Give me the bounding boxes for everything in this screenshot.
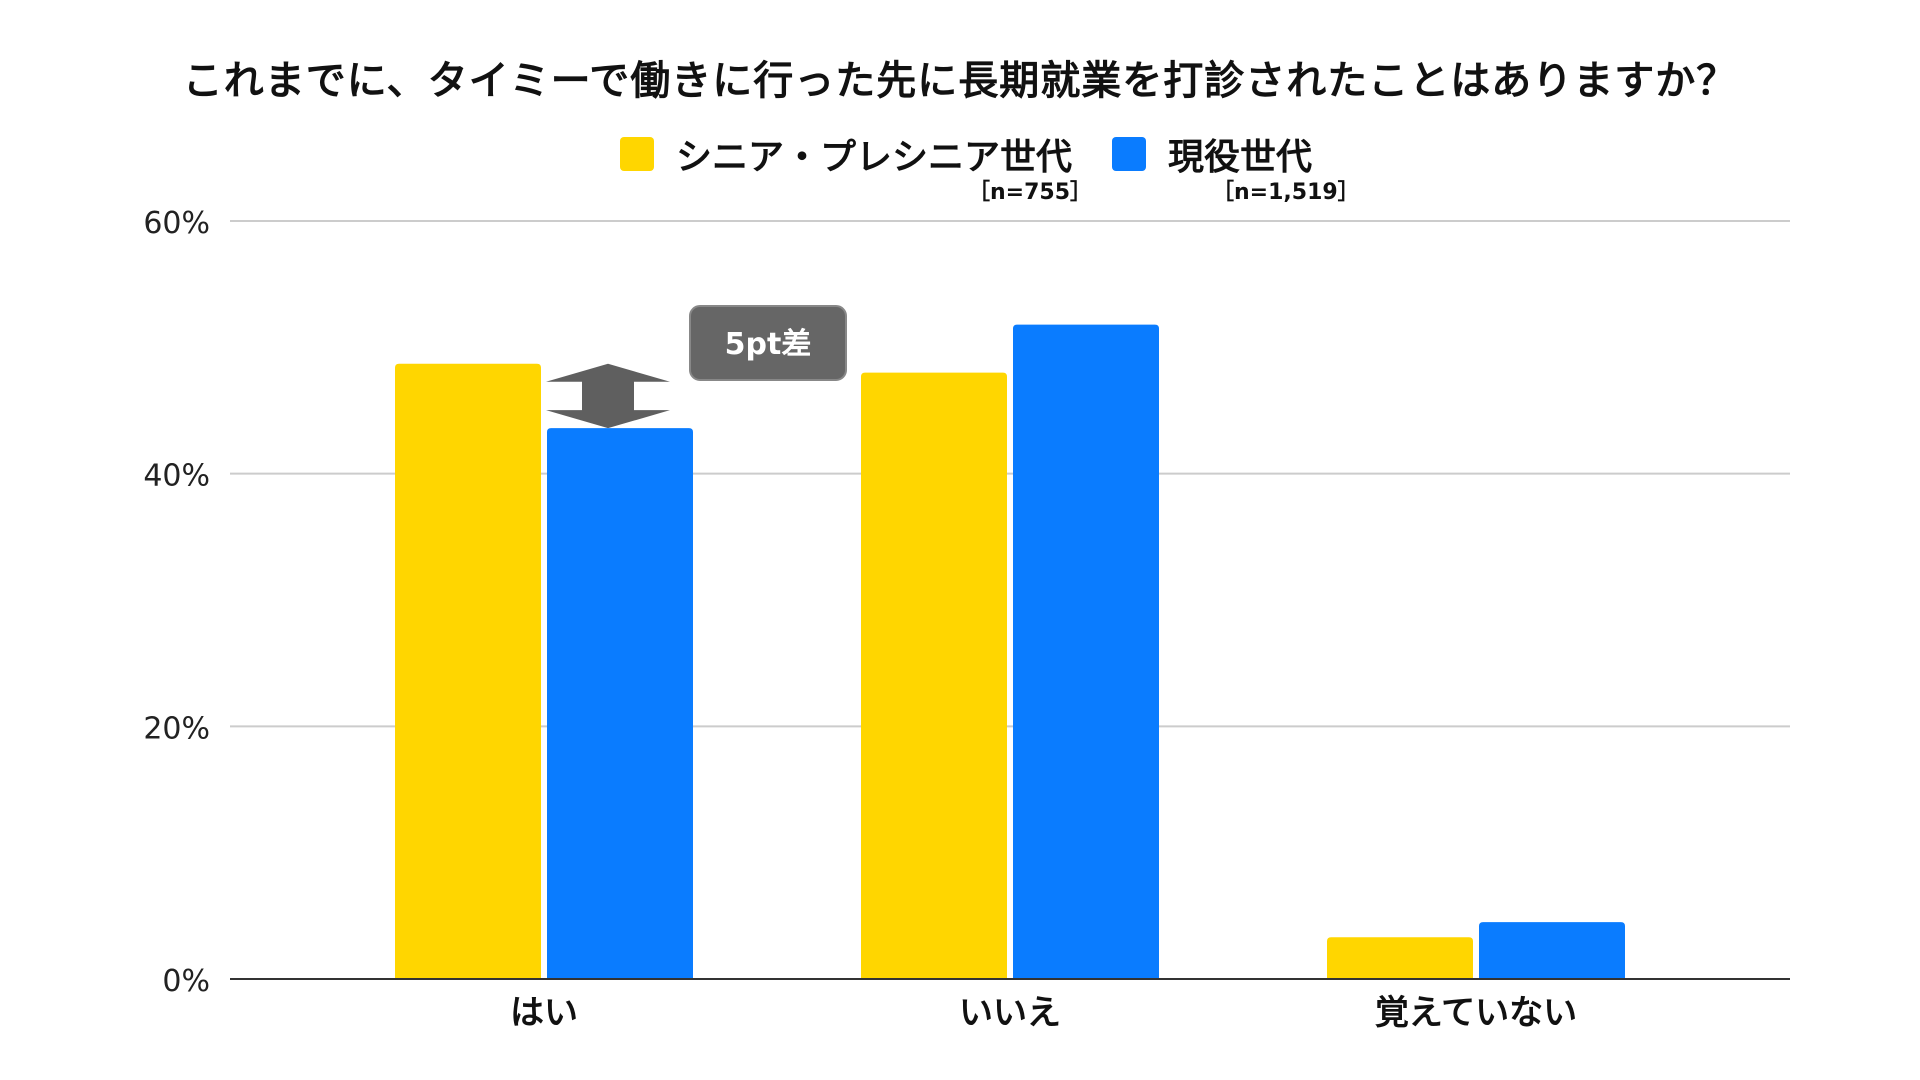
x-tick-label: はい [510,993,578,1033]
bar-senior [861,372,1007,980]
legend-label-senior: シニア・プレシニア世代 [676,137,1073,178]
legend-label-working: 現役世代 [1168,137,1313,178]
bar-senior [1327,937,1473,979]
y-tick-label: 0% [162,964,210,999]
legend-n-working: ［n=1,519］ [1212,180,1360,205]
legend-swatch-working [1112,137,1146,171]
bar-working [547,428,693,980]
legend-swatch-senior [620,137,654,171]
chart-title: これまでに、タイミーで働きに行った先に長期就業を打診されたことはありますか？ [182,58,1738,104]
annotation-label: 5pt差 [725,327,812,362]
difference-arrow [546,363,670,429]
bar-senior [395,363,541,979]
bar-working [1013,324,1159,979]
y-tick-label: 40% [143,459,210,494]
x-tick-label: いいえ [959,993,1061,1033]
y-tick-label: 60% [143,206,210,241]
legend-item-working: 現役世代 [1112,128,1312,180]
y-tick-label: 20% [143,711,210,746]
annotation-box [689,305,847,381]
bar-working [1479,922,1625,979]
x-tick-label: 覚えていない [1375,993,1577,1033]
legend-n-senior: ［n=755］ [968,180,1093,205]
legend-item-senior: シニア・プレシニア世代 [620,128,1072,180]
